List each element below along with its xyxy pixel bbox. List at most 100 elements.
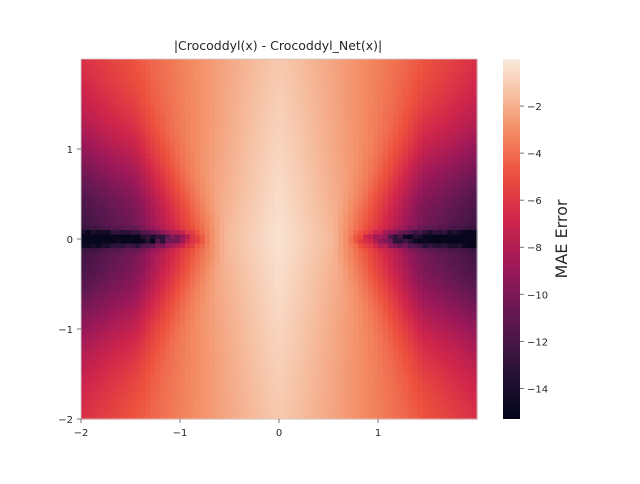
heatmap-cell xyxy=(437,176,443,182)
heatmap-cell xyxy=(184,167,191,173)
heatmap-cell xyxy=(244,131,250,137)
heatmap-cell xyxy=(160,185,166,191)
heatmap-cell xyxy=(358,72,364,78)
heatmap-cell xyxy=(229,311,236,317)
heatmap-cell xyxy=(437,104,443,110)
heatmap-cell xyxy=(338,252,344,258)
heatmap-cell xyxy=(274,72,280,78)
heatmap-cell xyxy=(397,279,404,285)
heatmap-cell xyxy=(407,153,414,159)
heatmap-cell xyxy=(130,311,137,317)
heatmap-cell xyxy=(293,171,300,177)
heatmap-cell xyxy=(472,212,478,218)
heatmap-cell xyxy=(224,162,231,168)
heatmap-cell xyxy=(175,144,181,150)
heatmap-cell xyxy=(165,113,171,119)
heatmap-cell xyxy=(199,122,206,128)
heatmap-cell xyxy=(269,86,275,92)
heatmap-cell xyxy=(125,306,132,312)
heatmap-cell xyxy=(387,297,394,303)
heatmap-cell xyxy=(472,311,478,317)
heatmap-cell xyxy=(328,315,335,321)
heatmap-cell xyxy=(100,72,107,78)
heatmap-cell xyxy=(368,216,374,222)
heatmap-cell xyxy=(363,248,369,254)
heatmap-cell xyxy=(288,297,295,303)
heatmap-cell xyxy=(180,140,186,146)
heatmap-cell xyxy=(358,230,364,236)
heatmap-cell xyxy=(368,108,374,114)
heatmap-cell xyxy=(402,117,409,123)
heatmap-cell xyxy=(180,333,186,339)
heatmap-cell xyxy=(254,239,260,245)
heatmap-cell xyxy=(387,189,394,195)
heatmap-cell xyxy=(308,257,315,263)
heatmap-cell xyxy=(298,131,305,137)
heatmap-cell xyxy=(209,275,216,281)
heatmap-cell xyxy=(382,225,389,231)
heatmap-cell xyxy=(125,311,132,317)
heatmap-cell xyxy=(348,81,354,87)
heatmap-cell xyxy=(105,212,112,218)
heatmap-cell xyxy=(293,81,300,87)
heatmap-cell xyxy=(373,225,379,231)
heatmap-cell xyxy=(422,252,429,258)
heatmap-cell xyxy=(303,198,310,204)
heatmap-cell xyxy=(135,131,141,137)
heatmap-cell xyxy=(95,221,102,227)
heatmap-cell xyxy=(224,284,231,290)
heatmap-cell xyxy=(452,131,458,137)
heatmap-cell xyxy=(303,252,310,258)
heatmap-cell xyxy=(422,72,429,78)
heatmap-cell xyxy=(432,230,438,236)
heatmap-cell xyxy=(447,297,453,303)
heatmap-cell xyxy=(189,95,196,101)
heatmap-cell xyxy=(363,230,369,236)
heatmap-cell xyxy=(219,180,226,186)
heatmap-cell xyxy=(407,333,414,339)
heatmap-cell xyxy=(279,230,285,236)
heatmap-cell xyxy=(125,113,132,119)
heatmap-cell xyxy=(442,77,448,83)
heatmap-cell xyxy=(145,270,151,276)
heatmap-cell xyxy=(392,288,399,294)
heatmap-cell xyxy=(363,207,369,213)
heatmap-cell xyxy=(457,167,463,173)
heatmap-cell xyxy=(313,311,320,317)
heatmap-cell xyxy=(318,239,325,245)
heatmap-cell xyxy=(323,248,330,254)
heatmap-cell xyxy=(472,279,478,285)
heatmap-cell xyxy=(224,243,231,249)
heatmap-cell xyxy=(165,257,171,263)
heatmap-cell xyxy=(397,315,404,321)
heatmap-cell xyxy=(442,212,448,218)
heatmap-cell xyxy=(387,306,394,312)
heatmap-cell xyxy=(165,270,171,276)
heatmap-cell xyxy=(130,99,137,105)
heatmap-cell xyxy=(264,203,270,209)
heatmap-cell xyxy=(442,135,448,141)
heatmap-cell xyxy=(382,293,389,299)
heatmap-cell xyxy=(264,81,270,87)
heatmap-cell xyxy=(387,149,394,155)
heatmap-cell xyxy=(110,144,117,150)
heatmap-cell xyxy=(303,243,310,249)
heatmap-cell xyxy=(254,72,260,78)
heatmap-cell xyxy=(140,221,146,227)
heatmap-cell xyxy=(264,284,270,290)
heatmap-cell xyxy=(229,68,236,74)
heatmap-cell xyxy=(244,297,250,303)
heatmap-cell xyxy=(368,284,374,290)
heatmap-cell xyxy=(437,185,443,191)
heatmap-cell xyxy=(373,180,379,186)
heatmap-cell xyxy=(165,324,171,330)
heatmap-cell xyxy=(214,90,221,96)
heatmap-cell xyxy=(110,306,117,312)
heatmap-cell xyxy=(338,324,344,330)
heatmap-cell xyxy=(293,234,300,240)
heatmap-cell xyxy=(259,140,265,146)
heatmap-cell xyxy=(269,99,275,105)
heatmap-cell xyxy=(427,293,434,299)
heatmap-cell xyxy=(313,158,320,164)
heatmap-cell xyxy=(412,149,419,155)
